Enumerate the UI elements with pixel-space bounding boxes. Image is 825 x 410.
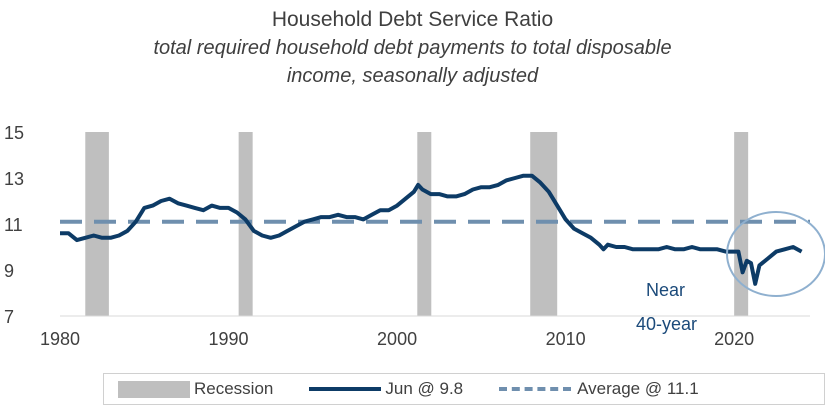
chart-plot: 7 9 11 13 15 1980 1990 2000 2010 2020 Near 40-year [4,123,825,349]
recession-bar-1 [238,132,253,316]
legend-item-average: Average @ 11.1 [499,379,699,399]
series-line [60,173,803,286]
y-tick-label-4: 15 [4,123,24,143]
x-tick-label-0: 1980 [40,329,80,349]
legend-label-recession: Recession [194,379,274,398]
chart-title-block: Household Debt Service Ratio total requi… [0,6,825,90]
chart-subtitle-line1: total required household debt payments t… [153,37,672,59]
recession-bar-3 [530,132,558,316]
legend-swatch-series [309,387,382,391]
x-tick-label-1: 1990 [209,329,249,349]
y-tick-label-2: 11 [4,215,23,235]
legend-label-series: Jun @ 9.8 [385,379,464,398]
annotation-line1: Near [646,280,685,300]
legend: Recession Jun @ 9.8 Average @ 11.1 [103,373,825,405]
y-tick-label-1: 9 [4,261,14,281]
x-tick-label-3: 2010 [546,329,586,349]
y-tick-label-3: 13 [4,169,24,189]
legend-swatch-recession [118,380,190,398]
highlight-circle [726,211,825,297]
chart-subtitle-line2: income, seasonally adjusted [286,65,539,87]
legend-label-average: Average @ 11.1 [577,379,699,398]
x-tick-label-2: 2000 [377,329,417,349]
legend-swatch-average [499,387,572,391]
legend-item-series: Jun @ 9.8 [309,379,463,399]
y-tick-label-0: 7 [4,307,14,327]
x-tick-label-4: 2020 [714,329,754,349]
recession-bar-0 [85,132,109,316]
annotation-line2: 40-year [636,314,697,334]
chart-title: Household Debt Service Ratio [271,8,554,31]
recession-bar-2 [417,132,432,316]
legend-item-recession: Recession [118,379,273,399]
